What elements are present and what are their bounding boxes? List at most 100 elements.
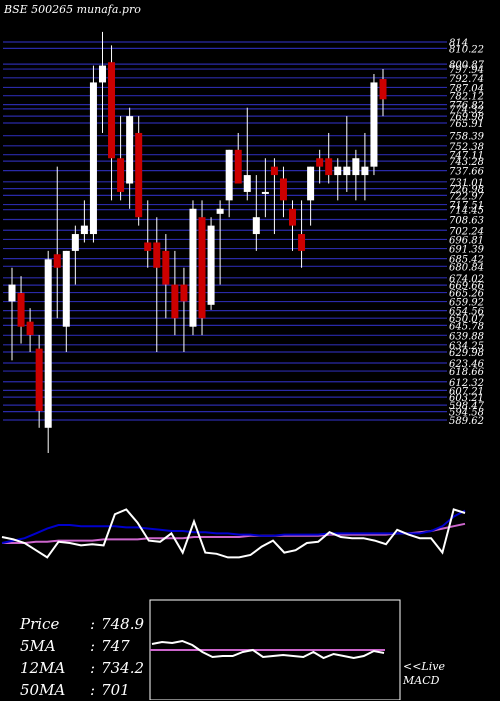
price-tick-label: 717.51 [449, 201, 484, 212]
candle-body [171, 284, 179, 319]
price-tick-label: 726.98 [449, 185, 484, 196]
stat-value: 701 [101, 681, 130, 699]
candle-body [316, 158, 324, 167]
price-tick-label: 603.21 [449, 393, 484, 404]
price-tick-label: 814 [449, 38, 468, 49]
price-tick-label: 659.92 [449, 298, 484, 309]
stat-value: 748.9 [101, 615, 145, 633]
price-tick-label: 623.46 [449, 359, 485, 370]
candle-body [17, 293, 25, 327]
price-tick-label: 714.45 [449, 206, 484, 217]
candle-body [180, 284, 188, 302]
price-tick-label: 792.74 [449, 74, 484, 85]
candle-body [53, 254, 61, 268]
price-tick-label: 747.11 [449, 151, 484, 162]
candle-body [252, 217, 260, 235]
candle-body [26, 321, 34, 336]
candles [8, 31, 387, 454]
price-tick-label: 743.28 [449, 157, 484, 168]
price-tick-label: 782.12 [449, 92, 484, 103]
site-title: BSE 500265 munafa.pro [4, 3, 141, 16]
candle-body [216, 208, 224, 214]
price-tick-label: 612.32 [449, 378, 484, 389]
price-tick-label: 797.94 [449, 65, 484, 76]
price-tick-label: 810.22 [449, 44, 484, 55]
candle-body [108, 62, 116, 159]
stat-value: 734.2 [101, 659, 145, 677]
candle-body [325, 158, 333, 176]
candle-body [243, 175, 251, 192]
candle-body [35, 348, 43, 411]
stat-row-price: Price:748.9 [20, 615, 145, 633]
price-tick-label: 607.21 [449, 386, 484, 397]
candle-body [307, 166, 315, 201]
candle-body [352, 158, 360, 176]
price-tick-label: 702.24 [449, 226, 484, 237]
candle-body [270, 166, 278, 176]
candle-body [44, 259, 52, 428]
price-stats: Price:748.9 5MA:747 12MA:734.2 50MA:701 [20, 613, 144, 701]
price-tick-label: 618.66 [449, 367, 485, 378]
price-tick-label: 758.39 [449, 132, 485, 143]
stat-row-5ma: 5MA:747 [20, 637, 130, 655]
candle-body [144, 242, 152, 251]
price-tick-label: 708.63 [449, 216, 484, 227]
candle-body [8, 284, 16, 302]
candle-body [71, 234, 79, 251]
candle-body [298, 234, 306, 251]
price-tick-label: 787.04 [449, 83, 484, 94]
price-tick-label: 800.87 [449, 60, 485, 71]
price-tick-label: 598.47 [449, 401, 485, 412]
candle-body [225, 149, 233, 201]
candle-body [234, 149, 242, 184]
live-macd-label: <<Live MACD [403, 660, 445, 688]
indicator-panel [1, 508, 466, 559]
stat-row-50ma: 50MA:701 [20, 681, 130, 699]
candle-body [361, 166, 369, 176]
price-tick-label: 645.78 [449, 321, 484, 332]
stat-label: 12MA [20, 659, 66, 677]
price-tick-label: 650.07 [449, 314, 485, 325]
candle-body [279, 178, 287, 201]
candle-body [198, 217, 206, 319]
price-tick-label: 594.58 [449, 408, 484, 419]
price-tick-label: 669.66 [449, 281, 485, 292]
candle-body [334, 166, 342, 176]
price-tick-label: 769.98 [449, 112, 484, 123]
live-macd-panel [149, 599, 401, 700]
price-tick-label: 680.84 [449, 262, 484, 273]
price-tick-label: 634.25 [449, 341, 484, 352]
macd-label: MACD [403, 674, 440, 687]
price-tick-label: 691.39 [449, 245, 485, 256]
price-tick-label: 629.98 [449, 348, 484, 359]
candle-body [98, 65, 106, 83]
price-tick-label: 665.26 [449, 289, 485, 300]
price-tick-label: 685.42 [449, 255, 484, 266]
candle-body [135, 132, 143, 218]
candle-body [117, 158, 125, 192]
stat-label: 50MA [20, 681, 66, 699]
macd-line [151, 639, 385, 660]
candle-body [379, 79, 387, 100]
price-tick-label: 589.62 [449, 416, 484, 427]
candle-body [89, 82, 97, 235]
price-tick-label: 654.56 [449, 307, 485, 318]
price-tick-label: 639.88 [449, 331, 484, 342]
price-tick-label: 774.32 [449, 105, 484, 116]
price-line [1, 508, 466, 559]
candle-body [153, 242, 161, 268]
candle-body [162, 250, 170, 285]
stat-label: 5MA [20, 637, 56, 655]
candle-body [370, 82, 378, 167]
candle-body [261, 191, 269, 194]
stat-value: 747 [101, 637, 130, 655]
stat-row-12ma: 12MA:734.2 [20, 659, 145, 677]
candle-body [80, 225, 88, 235]
candle-body [62, 250, 70, 327]
ma-short-line [1, 509, 466, 544]
candle-body [289, 208, 297, 226]
price-tick-label: 696.81 [449, 235, 484, 246]
candle-body [189, 208, 197, 327]
